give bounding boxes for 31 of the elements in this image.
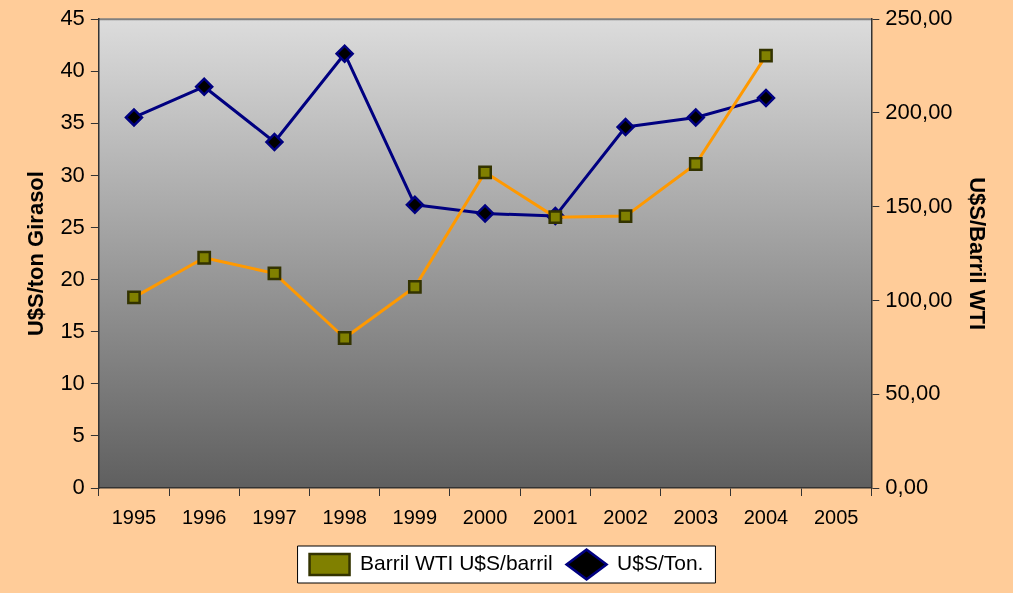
x-tick-label: 1997 [252, 505, 297, 528]
y-tick-label: 30 [60, 161, 85, 187]
y-tick-label: 5 [72, 421, 85, 447]
y2-tick-label: 100,00 [885, 286, 953, 312]
y2-axis-title: U$S/Barril WTI [964, 177, 990, 331]
x-tick-label: 1996 [181, 505, 227, 528]
legend-label: U$S/Ton. [617, 551, 704, 575]
y-tick-label: 0 [72, 474, 85, 500]
legend-label: Barril WTI U$S/barril [360, 551, 553, 575]
y-axis-title: U$S/ton Girasol [23, 171, 49, 337]
y-tick-label: 15 [60, 317, 85, 343]
x-tick-label: 1999 [392, 505, 438, 528]
y-tick-label: 25 [60, 213, 85, 239]
y2-tick-label: 200,00 [885, 99, 953, 125]
x-tick-label: 1995 [111, 505, 157, 528]
y-tick-label: 35 [60, 109, 85, 135]
x-tick-label: 2002 [603, 505, 648, 528]
x-tick-label: 2005 [813, 505, 859, 528]
x-tick-label: 1998 [322, 505, 367, 528]
y2-tick-label: 50,00 [885, 380, 941, 406]
x-tick-label: 2003 [673, 505, 719, 528]
x-tick-label: 2000 [462, 505, 508, 528]
y-tick-label: 40 [60, 57, 85, 83]
y2-tick-label: 0,00 [885, 474, 929, 500]
y2-tick-label: 150,00 [885, 192, 953, 218]
y2-tick-label: 250,00 [885, 5, 953, 31]
y-tick-label: 45 [60, 5, 85, 31]
x-tick-label: 2001 [533, 505, 578, 528]
y-tick-label: 10 [60, 369, 85, 395]
x-tick-label: 2004 [743, 505, 789, 528]
y-tick-label: 20 [60, 265, 85, 291]
